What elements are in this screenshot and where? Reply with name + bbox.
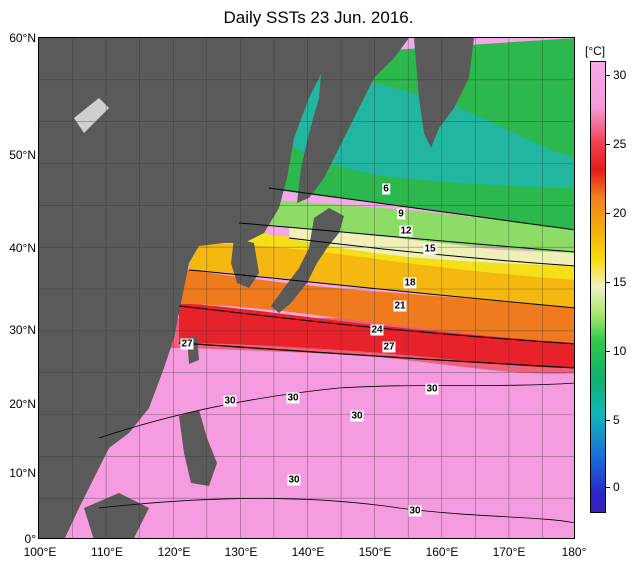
asian-continent bbox=[39, 38, 329, 538]
sakhalin-region bbox=[297, 38, 409, 203]
colorbar-tick bbox=[606, 213, 610, 214]
contour-27 bbox=[178, 342, 574, 369]
lon-label: 100°E bbox=[23, 545, 57, 559]
graticule bbox=[39, 38, 574, 538]
lon-label: 120°E bbox=[157, 545, 191, 559]
colorbar-label: 30 bbox=[613, 68, 627, 82]
lat-label: 10°N bbox=[9, 466, 36, 480]
mid-latitude-band bbox=[189, 243, 574, 308]
contour-label-24: 24 bbox=[370, 324, 384, 336]
philippines bbox=[179, 410, 217, 486]
contour-label-6: 6 bbox=[382, 183, 390, 195]
contour-18 bbox=[288, 237, 574, 267]
colorbar bbox=[590, 61, 606, 513]
contour-30-north bbox=[98, 382, 574, 439]
contour-label-27-west: 27 bbox=[180, 338, 194, 350]
contour-label-30: 30 bbox=[425, 383, 439, 395]
colorbar-tick bbox=[606, 75, 610, 76]
contour-label-30: 30 bbox=[223, 395, 237, 407]
contour-label-9: 9 bbox=[397, 208, 405, 220]
lon-label: 140°E bbox=[291, 545, 325, 559]
contour-label-30: 30 bbox=[286, 392, 300, 404]
colorbar-label: 15 bbox=[613, 275, 627, 289]
colorbar-label: 25 bbox=[613, 137, 627, 151]
contour-21 bbox=[188, 269, 574, 309]
lat-label: 20°N bbox=[9, 397, 36, 411]
colorbar-tick bbox=[606, 351, 610, 352]
sst-map bbox=[38, 37, 575, 539]
lat-label: 40°N bbox=[9, 241, 36, 255]
lake-baikal bbox=[74, 98, 109, 133]
contour-label-12: 12 bbox=[399, 225, 413, 237]
colorbar-label: 5 bbox=[613, 413, 620, 427]
contour-label-30: 30 bbox=[287, 474, 301, 486]
sst-map-canvas bbox=[39, 38, 574, 538]
colorbar-label: 10 bbox=[613, 344, 627, 358]
colorbar-unit: [°C] bbox=[585, 44, 606, 58]
contour-label-30: 30 bbox=[408, 505, 422, 517]
lon-label: 170°E bbox=[492, 545, 526, 559]
lon-label: 110°E bbox=[91, 545, 123, 559]
contour-12 bbox=[268, 187, 574, 231]
contour-label-15: 15 bbox=[423, 243, 437, 255]
green-band bbox=[239, 198, 574, 253]
colorbar-tick bbox=[606, 282, 610, 283]
colorbar-tick bbox=[606, 144, 610, 145]
lat-label: 60°N bbox=[9, 31, 36, 45]
colorbar-tick bbox=[606, 487, 610, 488]
contour-label-18: 18 bbox=[403, 277, 417, 289]
lat-label: 50°N bbox=[9, 148, 36, 162]
colorbar-label: 20 bbox=[613, 206, 627, 220]
contour-24 bbox=[178, 305, 574, 345]
lat-label: 0° bbox=[24, 532, 36, 546]
lon-label: 130°E bbox=[224, 545, 258, 559]
colorbar-tick bbox=[606, 420, 610, 421]
map-title: Daily SSTs 23 Jun. 2016. bbox=[223, 8, 414, 27]
lon-label: 180° bbox=[561, 545, 587, 559]
contour-label-21: 21 bbox=[393, 300, 407, 312]
contour-30-south bbox=[98, 498, 574, 524]
colorbar-label: 0 bbox=[613, 480, 620, 494]
lat-label: 30°N bbox=[9, 323, 36, 337]
contour-label-30: 30 bbox=[350, 410, 364, 422]
contour-label-27-east: 27 bbox=[382, 341, 396, 353]
kamchatka-peninsula bbox=[414, 38, 474, 148]
lon-label: 160°E bbox=[425, 545, 459, 559]
korean-peninsula bbox=[231, 238, 259, 288]
lon-label: 150°E bbox=[358, 545, 392, 559]
